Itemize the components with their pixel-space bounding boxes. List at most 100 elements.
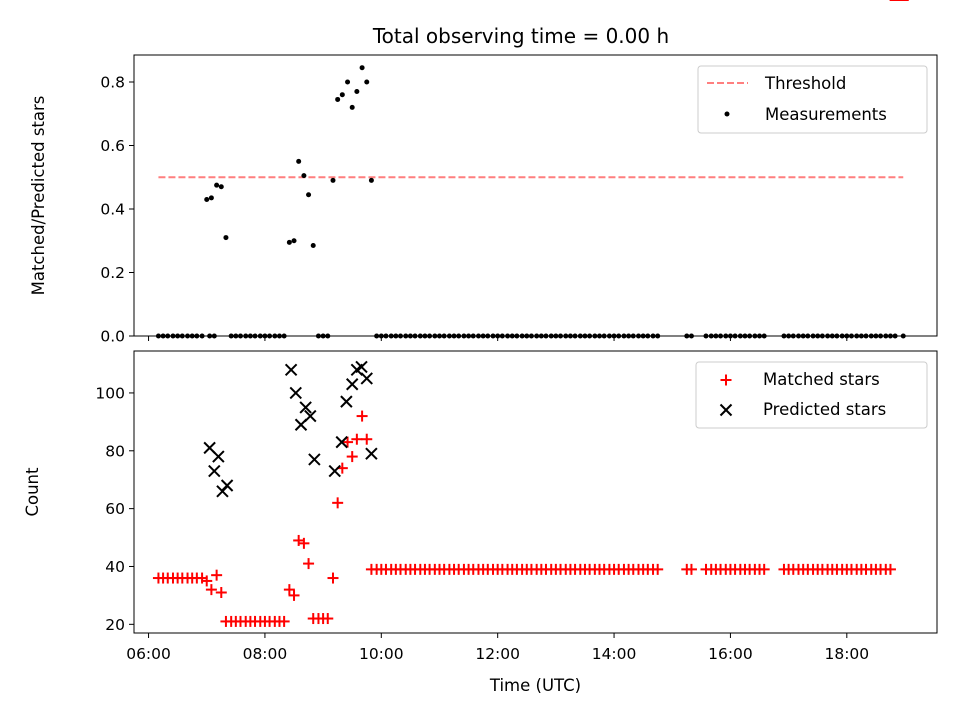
- bottom-legend-frame: [695, 361, 928, 429]
- measurement-point: [349, 104, 355, 110]
- legend-matched-label: Matched stars: [763, 370, 880, 389]
- measurement-point: [218, 184, 224, 190]
- measurement-point: [330, 177, 336, 183]
- measurement-point: [291, 238, 297, 244]
- measurement-point: [208, 195, 214, 201]
- measurement-point: [301, 173, 307, 179]
- predicted-star-point: [345, 378, 359, 391]
- bottom-panel-legend: Matched stars Predicted stars: [695, 361, 928, 429]
- predicted-star-point: [308, 453, 321, 466]
- matched-star-point: [283, 584, 295, 596]
- matched-star-point: [298, 537, 310, 549]
- y-tick-label: 0.6: [100, 137, 125, 155]
- matched-star-point: [346, 451, 358, 463]
- top-panel-y-axis-label: Matched/Predicted stars: [29, 96, 48, 296]
- matched-star-point: [322, 613, 334, 625]
- measurement-point: [345, 79, 351, 85]
- measurement-point: [354, 89, 360, 95]
- top-panel: 0.00.20.40.60.8 Matched/Predicted stars …: [29, 54, 938, 346]
- matched-star-point: [342, 436, 354, 448]
- matched-star-point: [884, 563, 896, 575]
- measurement-point: [286, 239, 292, 245]
- y-tick-label: 0.0: [100, 328, 125, 346]
- matched-star-point: [278, 615, 290, 627]
- x-tick-label: 18:00: [824, 645, 869, 663]
- bottom-panel-x-ticks: 06:00 08:00 10:00 12:00 14:00 16:00 18:00: [126, 633, 869, 663]
- top-panel-x-ticks: [148, 336, 848, 341]
- matched-star-point: [351, 433, 363, 445]
- legend-predicted-label: Predicted stars: [763, 400, 886, 419]
- x-tick-label: 06:00: [126, 645, 171, 663]
- measurement-point: [223, 235, 229, 241]
- legend-matched-swatch: [720, 374, 732, 386]
- predicted-star-point: [335, 435, 348, 449]
- measurement-point: [204, 196, 210, 202]
- predicted-star-point: [208, 464, 221, 478]
- matched-star-point: [303, 558, 315, 570]
- matched-star-point: [211, 569, 223, 581]
- x-tick-label: 12:00: [475, 645, 520, 663]
- x-axis-label: Time (UTC): [489, 676, 581, 695]
- measurement-point: [335, 96, 341, 102]
- top-panel-frame: [133, 54, 938, 337]
- measurement-point: [214, 182, 220, 188]
- legend-threshold-label: Threshold: [764, 74, 846, 93]
- y-tick-label: 0.2: [100, 264, 125, 282]
- matched-star-point: [332, 497, 344, 509]
- predicted-star-point: [304, 409, 317, 423]
- legend-measurements-label: Measurements: [765, 105, 887, 124]
- y-tick-label: 40: [105, 558, 125, 576]
- predicted-star-point: [365, 447, 378, 460]
- matched-star-point: [327, 572, 339, 584]
- predicted-star-point: [340, 395, 353, 408]
- y-tick-label: 0.8: [100, 73, 125, 91]
- predicted-star-point: [328, 464, 341, 478]
- top-panel-legend: Threshold Measurements: [697, 65, 928, 134]
- bottom-panel-y-axis-label: Count: [23, 467, 42, 517]
- legend-x-marker: [719, 403, 733, 417]
- matched-star-point: [685, 563, 697, 575]
- measurement-point: [310, 243, 316, 249]
- measurement-point: [359, 65, 365, 71]
- matched-star-point: [758, 563, 770, 575]
- predicted-star-point: [284, 363, 298, 377]
- bottom-panel-marks: [152, 0, 909, 627]
- measurement-point: [364, 79, 370, 85]
- y-tick-label: 100: [95, 384, 125, 402]
- matched-star-point: [215, 587, 227, 599]
- x-tick-label: 10:00: [359, 645, 404, 663]
- predicted-star-point: [299, 401, 312, 414]
- top-panel-y-ticks: 0.0 0.2 0.4 0.6 0.8: [100, 73, 134, 346]
- x-tick-label: 14:00: [592, 645, 637, 663]
- x-tick-label: 16:00: [708, 645, 753, 663]
- legend-plus-marker: [720, 374, 732, 386]
- legend-measurements-swatch: [724, 111, 730, 117]
- predicted-star-point: [360, 372, 373, 385]
- y-tick-label: 20: [105, 616, 125, 634]
- chart-title: Total observing time = 0.00 h: [372, 24, 669, 48]
- matched-star-point: [652, 563, 664, 575]
- matched-star-point: [288, 589, 300, 601]
- y-tick-label: 0.4: [100, 200, 125, 218]
- bottom-panel-y-ticks: 20 40 60 80 100: [95, 384, 134, 634]
- predicted-star-point: [289, 386, 302, 400]
- measurement-point: [296, 158, 302, 164]
- measurement-point: [339, 92, 345, 98]
- predicted-star-point: [355, 360, 368, 374]
- bottom-panel-frame: [133, 350, 938, 634]
- measurement-point: [368, 177, 374, 183]
- matched-star-point: [201, 575, 213, 587]
- measurement-point: [306, 192, 312, 198]
- matched-star-point: [205, 584, 217, 596]
- predicted-star-point: [220, 479, 234, 492]
- y-tick-label: 80: [105, 442, 125, 460]
- matched-star-point: [361, 433, 373, 445]
- y-tick-label: 60: [105, 500, 125, 518]
- x-tick-label: 08:00: [243, 645, 288, 663]
- bottom-panel: 20 40 60 80 100 06:00 08:00 10:00 12:00 14:00 16:…: [23, 0, 938, 695]
- matched-star-point: [356, 410, 368, 422]
- legend-predicted-swatch: [719, 403, 733, 417]
- top-legend-frame: [697, 65, 928, 134]
- predicted-star-point: [212, 450, 225, 463]
